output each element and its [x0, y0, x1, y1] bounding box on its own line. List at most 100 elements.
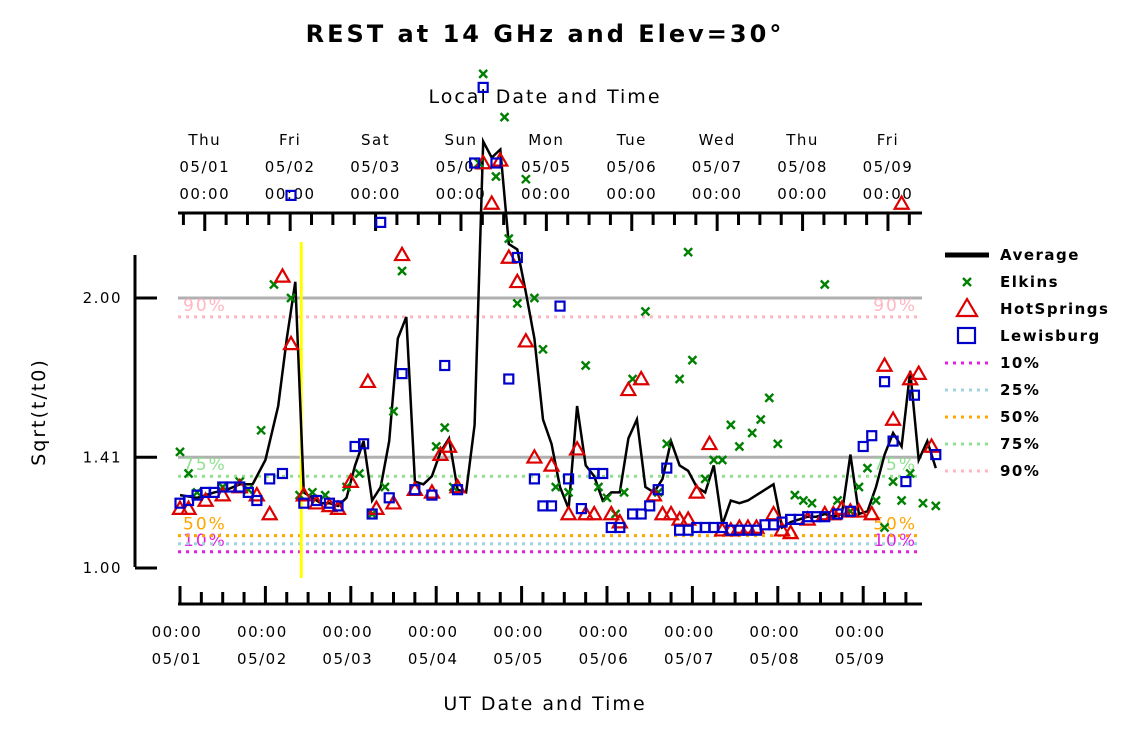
point-lewisburg [311, 494, 323, 507]
legend-swatch-hotsprings [955, 296, 979, 318]
point-elkins-b [439, 422, 450, 433]
point-elkins-b [832, 495, 843, 506]
point-lewisburg [554, 300, 566, 312]
bottom-label-date-5: 05/06 [579, 650, 630, 668]
top-label-time-7: 00:00 [777, 185, 828, 203]
point-elkins-b [563, 487, 574, 498]
point-elkins-b [717, 455, 728, 465]
top-label-day-1: Fri [279, 131, 301, 149]
legend-label-90pct: 90% [1000, 462, 1040, 480]
point-elkins-b [683, 247, 693, 257]
bottom-label-time-6: 00:00 [664, 623, 715, 641]
point-hotsprings [687, 483, 706, 499]
point-lewisburg [887, 435, 899, 447]
point-elkins-b [307, 487, 318, 498]
legend-label-75pct: 75% [1000, 435, 1040, 453]
point-hotsprings [273, 267, 292, 283]
point-elkins-b [256, 425, 266, 436]
bottom-label-date-0: 05/01 [152, 650, 203, 668]
point-elkins-b [879, 522, 890, 533]
point-hotsprings [585, 504, 604, 521]
point-elkins-b [388, 406, 399, 417]
point-lewisburg [908, 389, 921, 401]
top-label-time-3: 00:00 [436, 185, 487, 203]
legend-label-elkins: Elkins [1000, 273, 1059, 291]
point-elkins-b [431, 441, 442, 452]
point-elkins [674, 374, 685, 384]
legend-label-average: Average [1000, 246, 1080, 264]
legend-label-25pct: 25% [1000, 381, 1040, 399]
point-lewisburg [490, 157, 502, 169]
point-hotsprings [559, 504, 578, 521]
point-hotsprings [516, 331, 535, 348]
point-hotsprings [568, 439, 587, 456]
y-tick-label-2: 2.00 [83, 289, 122, 307]
point-hotsprings [260, 504, 279, 521]
legend: Average Elkins HotSprings Lewisburg 10% 25% 50… [945, 246, 1109, 480]
point-hotsprings [781, 523, 800, 540]
top-label-day-2: Sat [361, 131, 390, 149]
point-hotsprings [542, 456, 561, 472]
point-elkins [175, 447, 185, 457]
point-elkins [918, 498, 928, 509]
percentile-label-left-90%: 90% [183, 296, 227, 316]
point-elkins [640, 306, 651, 317]
point-elkins-b [397, 266, 407, 276]
point-elkins-b [734, 441, 745, 452]
point-elkins-b [772, 438, 783, 449]
point-elkins [930, 501, 941, 511]
point-elkins-b [661, 438, 672, 449]
point-elkins [687, 355, 698, 365]
point-lewisburg [469, 157, 481, 169]
bottom-label-time-7: 00:00 [749, 623, 800, 641]
point-lewisburg [819, 511, 831, 523]
point-elkins-b [764, 393, 775, 403]
top-label-date-3: 05/04 [436, 158, 487, 176]
point-lewisburg [661, 462, 673, 474]
point-elkins-b [674, 374, 685, 384]
point-elkins-b [747, 428, 758, 438]
point-hotsprings [440, 437, 458, 453]
point-hotsprings [431, 445, 450, 461]
point-elkins [764, 393, 775, 403]
point-elkins-b [798, 495, 809, 506]
point-elkins [529, 293, 540, 303]
point-elkins [725, 420, 736, 430]
point-lewisburg [614, 521, 626, 534]
percentile-label-left-75%: 75% [183, 455, 227, 475]
point-elkins-b [491, 171, 501, 182]
point-elkins-b [918, 498, 928, 509]
point-hotsprings [875, 356, 894, 372]
point-elkins-b [871, 495, 881, 506]
top-label-time-1: 00:00 [265, 185, 316, 203]
bottom-label-date-2: 05/03 [322, 650, 373, 668]
point-elkins [807, 498, 817, 509]
bottom-label-date-7: 05/08 [749, 650, 800, 668]
point-lewisburg [900, 476, 912, 488]
percentile-label-left-50%: 50% [183, 515, 227, 535]
top-label-time-6: 00:00 [692, 185, 743, 203]
point-elkins [879, 522, 890, 533]
point-elkins [871, 495, 881, 506]
bottom-label-time-1: 00:00 [237, 623, 288, 641]
point-lewisburg [451, 484, 464, 496]
point-hotsprings [358, 372, 377, 389]
point-elkins [183, 468, 194, 479]
point-elkins [896, 495, 907, 506]
point-lewisburg [575, 503, 587, 515]
point-elkins [499, 112, 510, 122]
point-hotsprings [610, 512, 629, 529]
legend-swatch-lewisburg [956, 326, 977, 345]
bottom-label-time-4: 00:00 [493, 623, 544, 641]
point-elkins [700, 474, 711, 484]
point-hotsprings [482, 194, 501, 210]
legend-label-hotsprings: HotSprings [1000, 300, 1109, 318]
point-elkins-b [320, 490, 331, 500]
point-elkins-b [640, 306, 651, 317]
point-elkins-b [896, 495, 907, 506]
point-elkins-b [538, 344, 548, 355]
point-hotsprings [862, 504, 881, 521]
point-lewisburg [652, 484, 664, 496]
series-line-average [179, 136, 937, 530]
point-lewisburg [358, 438, 370, 450]
